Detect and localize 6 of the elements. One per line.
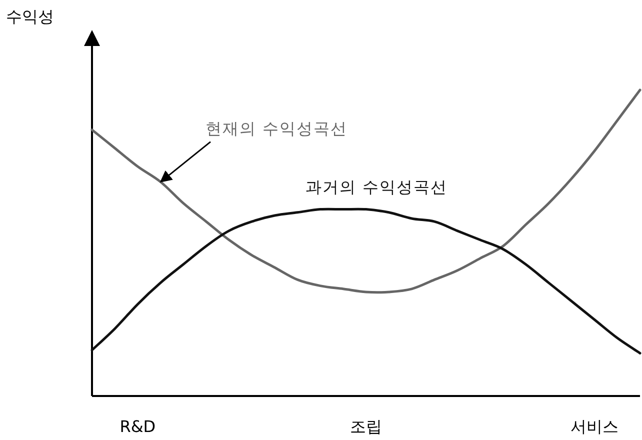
series-label: 과거의 수익성곡선 xyxy=(306,177,448,196)
x-tick-label: 서비스 xyxy=(570,417,618,436)
y-axis-title: 수익성 xyxy=(6,7,54,26)
text: 현재의 수익성곡선 xyxy=(206,118,348,138)
x-tick-label: 조립 xyxy=(350,417,382,436)
x-tick-label: R&D xyxy=(120,417,156,436)
